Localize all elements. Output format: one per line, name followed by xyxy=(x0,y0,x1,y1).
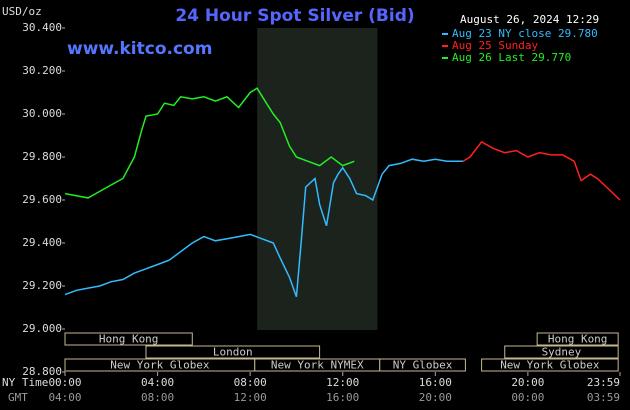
session-box xyxy=(504,345,619,359)
y-tick-label: 30.200 xyxy=(22,64,62,77)
session-label: Hong Kong xyxy=(99,333,159,346)
shaded-region xyxy=(257,28,378,330)
x-tick-label: 12:00 xyxy=(326,376,359,389)
session-box xyxy=(481,358,619,372)
x2-tick-label: 08:00 xyxy=(141,391,174,404)
legend-label: Aug 25 Sunday xyxy=(452,39,538,52)
y-tick-label: 30.400 xyxy=(22,21,62,34)
y-tick-label: 29.400 xyxy=(22,236,62,249)
x-tick-label: 04:00 xyxy=(141,376,174,389)
timestamp: August 26, 2024 12:29 xyxy=(460,13,599,26)
x2-tick-label: 20:00 xyxy=(419,391,452,404)
y-tick-label: 30.000 xyxy=(22,107,62,120)
session-box xyxy=(536,332,619,346)
series-line xyxy=(64,158,464,298)
session-box xyxy=(379,358,466,372)
series-line xyxy=(462,140,621,201)
session-label: New York Globex xyxy=(110,359,210,372)
session-label: New York NYMEX xyxy=(271,359,364,372)
x2-tick-label: 04:00 xyxy=(48,391,81,404)
y-tick-label: 28.800 xyxy=(22,365,62,378)
y-unit: USD/oz xyxy=(2,5,42,18)
y-tick-label: 29.800 xyxy=(22,150,62,163)
session-label: New York Globex xyxy=(500,359,600,372)
x-label: NY Time xyxy=(2,376,48,389)
watermark: www.kitco.com xyxy=(67,39,212,59)
session-label: NY Globex xyxy=(393,359,453,372)
x2-label: GMT xyxy=(8,391,28,404)
y-tick-label: 29.600 xyxy=(22,193,62,206)
y-tick-label: 29.000 xyxy=(22,322,62,335)
session-label: Hong Kong xyxy=(548,333,608,346)
x-tick-label: 23:59 xyxy=(587,376,620,389)
session-label: London xyxy=(213,346,253,359)
x2-tick-label: 00:00 xyxy=(511,391,544,404)
series-line xyxy=(64,87,355,199)
x-tick-label: 20:00 xyxy=(511,376,544,389)
x-tick-label: 08:00 xyxy=(234,376,267,389)
x-tick-label: 16:00 xyxy=(419,376,452,389)
x2-tick-label: 03:59 xyxy=(587,391,620,404)
x-tick-label: 00:00 xyxy=(48,376,81,389)
x2-tick-label: 12:00 xyxy=(234,391,267,404)
legend-label: Aug 26 Last 29.770 xyxy=(452,51,571,64)
legend-label: Aug 23 NY close 29.780 xyxy=(452,27,598,40)
session-box xyxy=(145,345,321,359)
session-label: Sydney xyxy=(542,346,582,359)
chart-title: 24 Hour Spot Silver (Bid) xyxy=(175,6,414,26)
x2-tick-label: 16:00 xyxy=(326,391,359,404)
y-tick-label: 29.200 xyxy=(22,279,62,292)
session-box xyxy=(64,332,193,346)
